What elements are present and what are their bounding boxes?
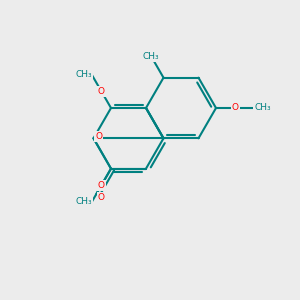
Text: O: O [95, 132, 102, 141]
Text: CH₃: CH₃ [75, 197, 92, 206]
Text: CH₃: CH₃ [254, 103, 271, 112]
Text: O: O [232, 103, 239, 112]
Text: CH₃: CH₃ [75, 70, 92, 79]
Text: CH₃: CH₃ [143, 52, 159, 61]
Text: O: O [98, 193, 105, 202]
Text: O: O [98, 181, 105, 190]
Text: O: O [98, 87, 105, 96]
